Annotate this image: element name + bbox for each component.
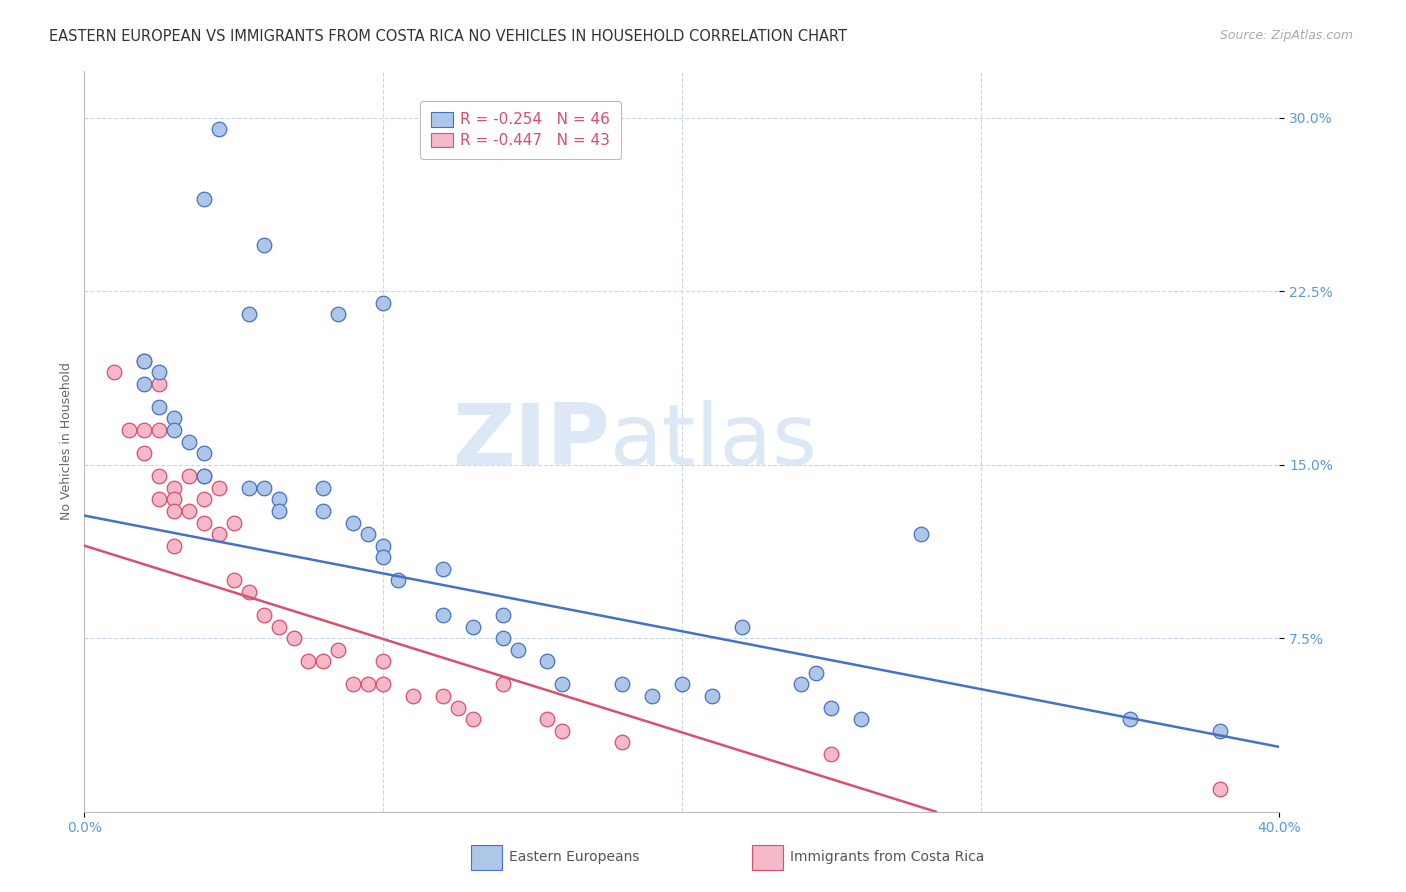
Point — [461, 712, 484, 726]
Point — [132, 376, 156, 391]
Point — [432, 608, 454, 623]
Legend: R = -0.254   N = 46, R = -0.447   N = 43: R = -0.254 N = 46, R = -0.447 N = 43 — [420, 101, 620, 159]
Text: ZIP: ZIP — [453, 400, 610, 483]
Point — [238, 307, 260, 321]
Point — [238, 585, 260, 599]
Point — [177, 469, 200, 483]
Point — [222, 516, 245, 530]
Point — [1209, 781, 1232, 796]
Point — [163, 504, 186, 518]
Point — [432, 689, 454, 703]
Point — [373, 295, 395, 310]
Point — [163, 539, 186, 553]
Point — [253, 481, 276, 495]
Point — [148, 492, 170, 507]
Point — [461, 619, 484, 633]
Point — [103, 365, 125, 379]
Point — [612, 677, 634, 691]
Point — [148, 365, 170, 379]
Point — [148, 400, 170, 414]
Point — [373, 654, 395, 668]
Point — [373, 539, 395, 553]
Point — [536, 712, 558, 726]
Point — [551, 677, 574, 691]
Text: EASTERN EUROPEAN VS IMMIGRANTS FROM COSTA RICA NO VEHICLES IN HOUSEHOLD CORRELAT: EASTERN EUROPEAN VS IMMIGRANTS FROM COST… — [49, 29, 848, 44]
Point — [267, 619, 290, 633]
Point — [118, 423, 141, 437]
Point — [1209, 723, 1232, 738]
Point — [328, 642, 350, 657]
Point — [820, 747, 842, 761]
Point — [910, 527, 932, 541]
Y-axis label: No Vehicles in Household: No Vehicles in Household — [60, 363, 73, 520]
Point — [193, 192, 215, 206]
Text: Immigrants from Costa Rica: Immigrants from Costa Rica — [790, 850, 984, 864]
Point — [790, 677, 813, 691]
Point — [208, 122, 231, 136]
Point — [283, 631, 305, 645]
Point — [253, 608, 276, 623]
Point — [148, 469, 170, 483]
Point — [357, 527, 380, 541]
Point — [387, 574, 409, 588]
Text: atlas: atlas — [610, 400, 818, 483]
Point — [208, 481, 231, 495]
Point — [492, 677, 515, 691]
Point — [253, 238, 276, 252]
Point — [820, 700, 842, 714]
Point — [700, 689, 723, 703]
Point — [222, 574, 245, 588]
Point — [312, 504, 335, 518]
Point — [312, 481, 335, 495]
Point — [373, 550, 395, 565]
Point — [193, 516, 215, 530]
Point — [671, 677, 693, 691]
Point — [177, 434, 200, 449]
Point — [492, 608, 515, 623]
Point — [132, 353, 156, 368]
Point — [806, 665, 828, 680]
Point — [447, 700, 470, 714]
Point — [297, 654, 319, 668]
Point — [193, 469, 215, 483]
Point — [267, 492, 290, 507]
Point — [492, 631, 515, 645]
Point — [148, 423, 170, 437]
Point — [312, 654, 335, 668]
Point — [373, 677, 395, 691]
Point — [193, 446, 215, 460]
Point — [1119, 712, 1142, 726]
Point — [357, 677, 380, 691]
Text: Eastern Europeans: Eastern Europeans — [509, 850, 640, 864]
Point — [163, 411, 186, 425]
Point — [402, 689, 425, 703]
Point — [163, 492, 186, 507]
Point — [163, 423, 186, 437]
Point — [612, 735, 634, 749]
Point — [238, 481, 260, 495]
Point — [267, 504, 290, 518]
Point — [132, 446, 156, 460]
Point — [132, 423, 156, 437]
Point — [177, 504, 200, 518]
Point — [328, 307, 350, 321]
Point — [193, 469, 215, 483]
Point — [163, 481, 186, 495]
Point — [342, 516, 364, 530]
Point — [731, 619, 754, 633]
Point — [148, 376, 170, 391]
Point — [851, 712, 873, 726]
Point — [342, 677, 364, 691]
Point — [506, 642, 529, 657]
Point — [208, 527, 231, 541]
Point — [536, 654, 558, 668]
Point — [432, 562, 454, 576]
Point — [551, 723, 574, 738]
Point — [193, 492, 215, 507]
Point — [641, 689, 664, 703]
Point — [132, 353, 156, 368]
Text: Source: ZipAtlas.com: Source: ZipAtlas.com — [1219, 29, 1353, 42]
